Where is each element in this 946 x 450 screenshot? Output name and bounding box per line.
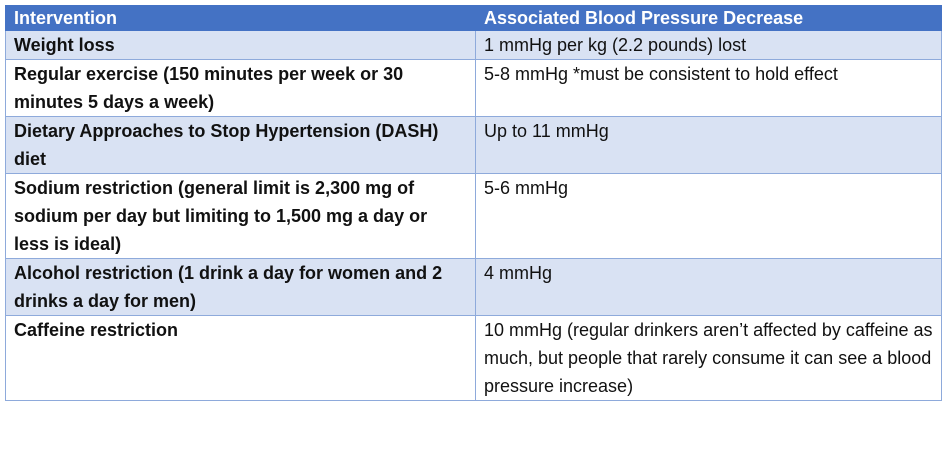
intervention-cell: Caffeine restriction — [5, 315, 476, 401]
header-blood-pressure-decrease: Associated Blood Pressure Decrease — [475, 5, 942, 31]
intervention-cell: Alcohol restriction (1 drink a day for w… — [5, 258, 476, 316]
decrease-cell: 4 mmHg — [475, 258, 942, 316]
blood-pressure-intervention-table: Intervention Associated Blood Pressure D… — [5, 5, 942, 401]
decrease-cell: 10 mmHg (regular drinkers aren’t affecte… — [475, 315, 942, 401]
table-row: Alcohol restriction (1 drink a day for w… — [5, 258, 942, 316]
table-row: Caffeine restriction 10 mmHg (regular dr… — [5, 315, 942, 401]
intervention-cell: Regular exercise (150 minutes per week o… — [5, 59, 476, 117]
table-row: Sodium restriction (general limit is 2,3… — [5, 173, 942, 259]
intervention-cell: Dietary Approaches to Stop Hypertension … — [5, 116, 476, 174]
decrease-cell: 5-8 mmHg *must be consistent to hold eff… — [475, 59, 942, 117]
decrease-cell: Up to 11 mmHg — [475, 116, 942, 174]
table-row: Weight loss 1 mmHg per kg (2.2 pounds) l… — [5, 30, 942, 60]
decrease-cell: 1 mmHg per kg (2.2 pounds) lost — [475, 30, 942, 60]
intervention-cell: Weight loss — [5, 30, 476, 60]
header-intervention: Intervention — [5, 5, 476, 31]
table-row: Dietary Approaches to Stop Hypertension … — [5, 116, 942, 174]
table-row: Regular exercise (150 minutes per week o… — [5, 59, 942, 117]
intervention-cell: Sodium restriction (general limit is 2,3… — [5, 173, 476, 259]
decrease-cell: 5-6 mmHg — [475, 173, 942, 259]
table-header: Intervention Associated Blood Pressure D… — [5, 5, 942, 31]
header-row: Intervention Associated Blood Pressure D… — [5, 5, 942, 31]
table-body: Weight loss 1 mmHg per kg (2.2 pounds) l… — [5, 30, 942, 401]
